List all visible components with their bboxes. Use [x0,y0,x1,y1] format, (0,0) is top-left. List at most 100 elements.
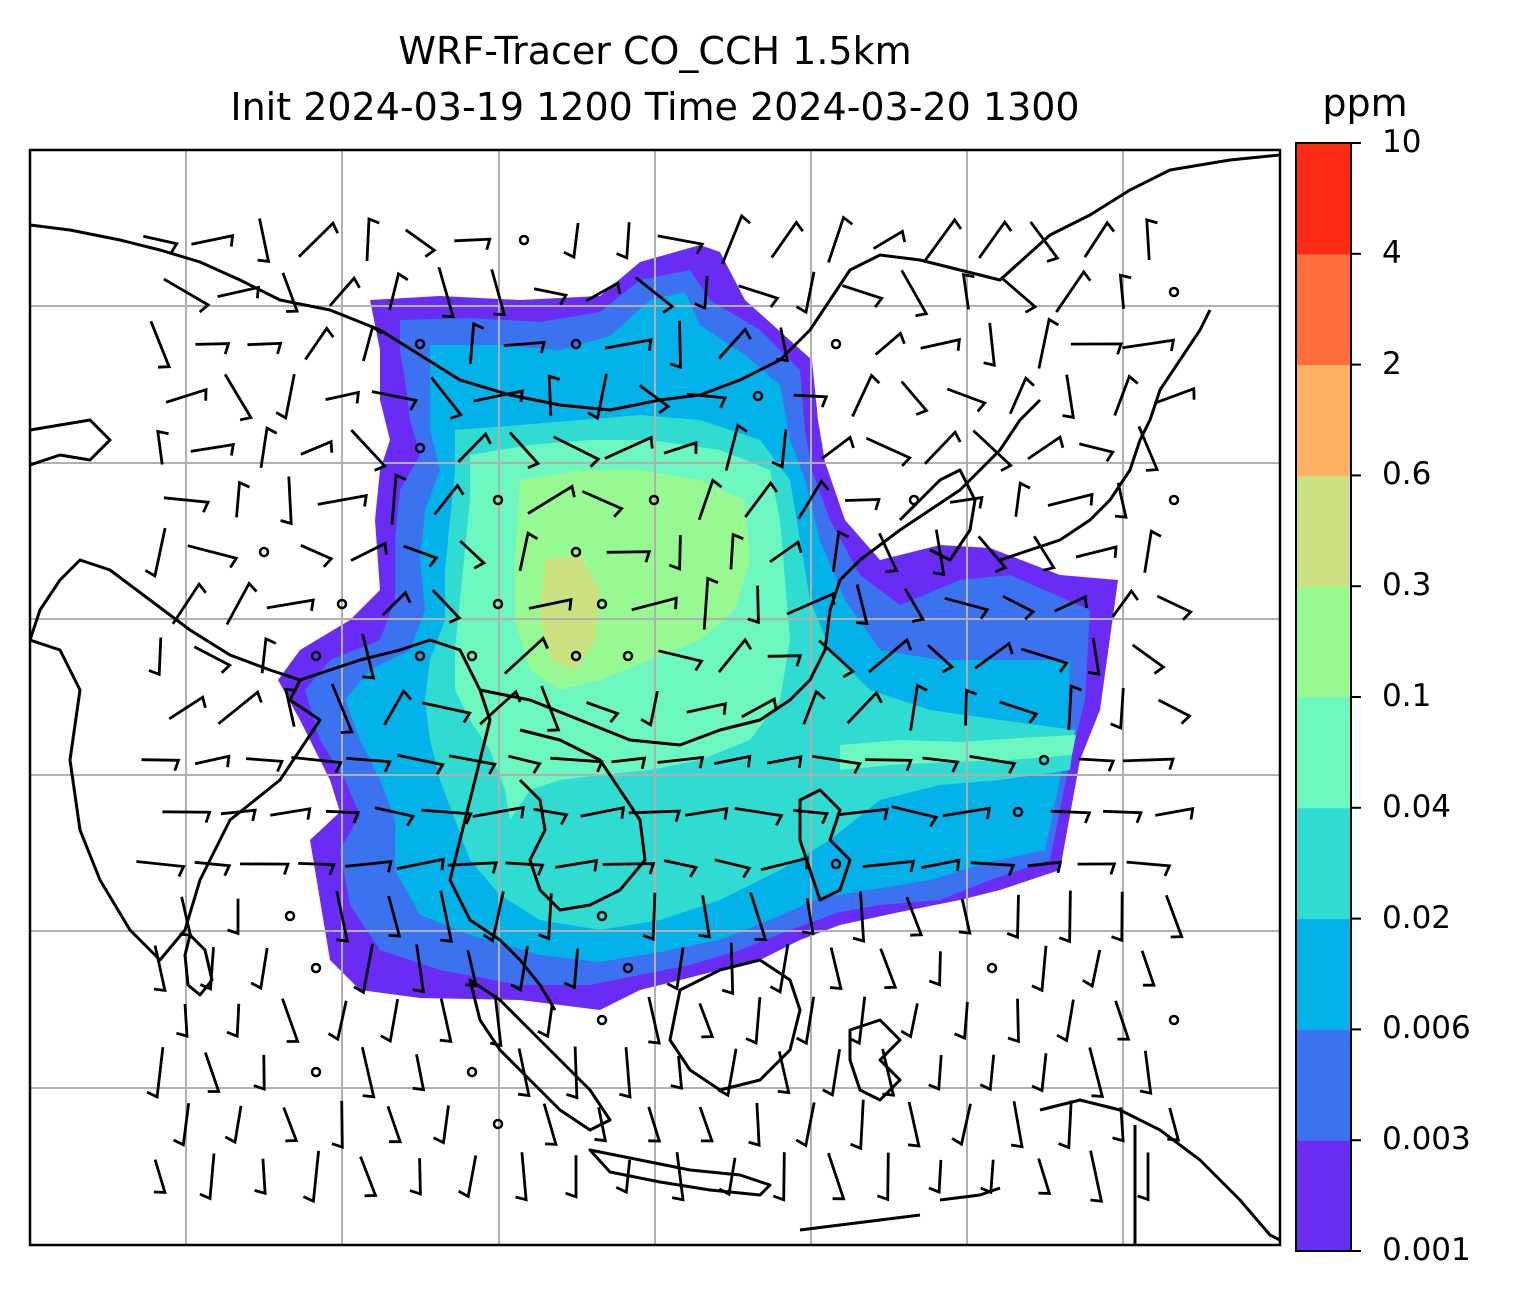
wind-barb [371,390,419,411]
wind-barb [149,320,172,369]
wind-barb [136,860,186,878]
wind-barb [974,641,1014,670]
wind-barb [517,1048,531,1098]
wind-barb [831,529,850,573]
wind-barb [718,1157,737,1197]
wind-barb [970,861,1016,877]
wind-barb [928,951,942,987]
wind-barb [891,805,939,828]
wind-barb [951,1103,972,1147]
wind-barb [1027,860,1063,874]
wind-barb [1118,273,1132,309]
wind-barb [734,807,784,826]
wind-barb [900,269,929,318]
wind-barb [642,892,657,942]
wind-barb [1111,588,1139,618]
wind-barb [615,1159,632,1195]
wind-barb [1027,434,1065,461]
wind-barb [749,891,768,942]
wind-barb [827,215,854,263]
wind-barb [542,1103,558,1146]
wind-barb [766,755,803,769]
wind-barb [802,689,826,725]
wind-barb-calm [596,598,608,610]
wind-barb [380,998,400,1044]
wind-barb [227,898,240,936]
wind-barb [634,276,675,314]
wind-barb [403,544,439,568]
wind-barb [769,943,790,994]
wind-barb [697,477,723,521]
wind-barb [698,1106,714,1143]
wind-barb [1058,890,1072,944]
wind-barb [330,683,354,734]
colorbar-tick-label: 0.6 [1382,456,1432,493]
wind-barb-calm [570,650,582,662]
wind-barb [647,1106,662,1143]
wind-barb [770,220,804,259]
wind-barb [281,998,300,1043]
wind-barb [503,340,546,354]
wind-barb [686,392,728,409]
colorbar-segment [1296,1029,1351,1141]
coastline-northwest [30,418,112,467]
wind-barb [958,898,972,935]
wind-barb [1008,375,1035,415]
wind-barb [818,639,856,679]
wind-barb [266,598,315,612]
wind-barb [291,756,343,774]
wind-barb [465,949,479,988]
wind-barb [225,581,258,626]
wind-barb [671,1152,685,1202]
colorbar-tick-label: 10 [1382,124,1422,160]
wind-barb [1070,342,1124,355]
wind-barb [361,633,376,680]
wind-barb [179,896,193,937]
wind-barb [848,996,867,1046]
wind-barb-calm [596,1014,608,1026]
wind-barb-calm [1012,806,1024,818]
wind-barb [961,272,975,310]
wind-barb [640,690,659,727]
wind-barb [381,590,412,617]
wind-barb [846,690,883,725]
wind-barb [433,483,465,516]
wind-barb [698,894,712,939]
wind-barb [298,220,339,258]
wind-barb [479,689,522,726]
wind-barb [658,649,704,672]
wind-barb [469,321,485,365]
wind-barb-calm [1038,754,1050,766]
wind-barb [505,861,545,876]
wind-barb [281,272,300,313]
wind-barb [999,700,1039,724]
wind-barb [1078,757,1116,772]
wind-barb [670,1055,684,1090]
wind-barb-calm [570,546,582,558]
wind-barb [1113,374,1139,416]
border-mongolia [659,233,1052,402]
wind-barb [795,1102,816,1148]
wind-barb [148,637,163,677]
wind-barb [350,541,388,562]
wind-barb [669,320,682,370]
wind-barb [946,387,988,413]
wind-barb [565,1155,578,1199]
wind-barb [302,1150,320,1204]
wind-barb [852,890,866,943]
wind-barb [404,228,437,258]
wind-barb [473,389,524,403]
wind-barb [865,758,913,772]
wind-barb [747,585,760,625]
wind-barb [663,859,699,878]
colorbar-tick-label: 0.04 [1382,788,1452,825]
wind-barb [191,233,235,247]
wind-barb [365,216,380,262]
wind-barb [663,440,698,455]
wind-barb [220,808,257,822]
wind-barb [717,637,753,673]
wind-barb-calm [1168,494,1180,506]
wind-barb [1145,218,1158,261]
wind-barb [717,327,752,360]
coastline-borneo [668,958,802,1092]
